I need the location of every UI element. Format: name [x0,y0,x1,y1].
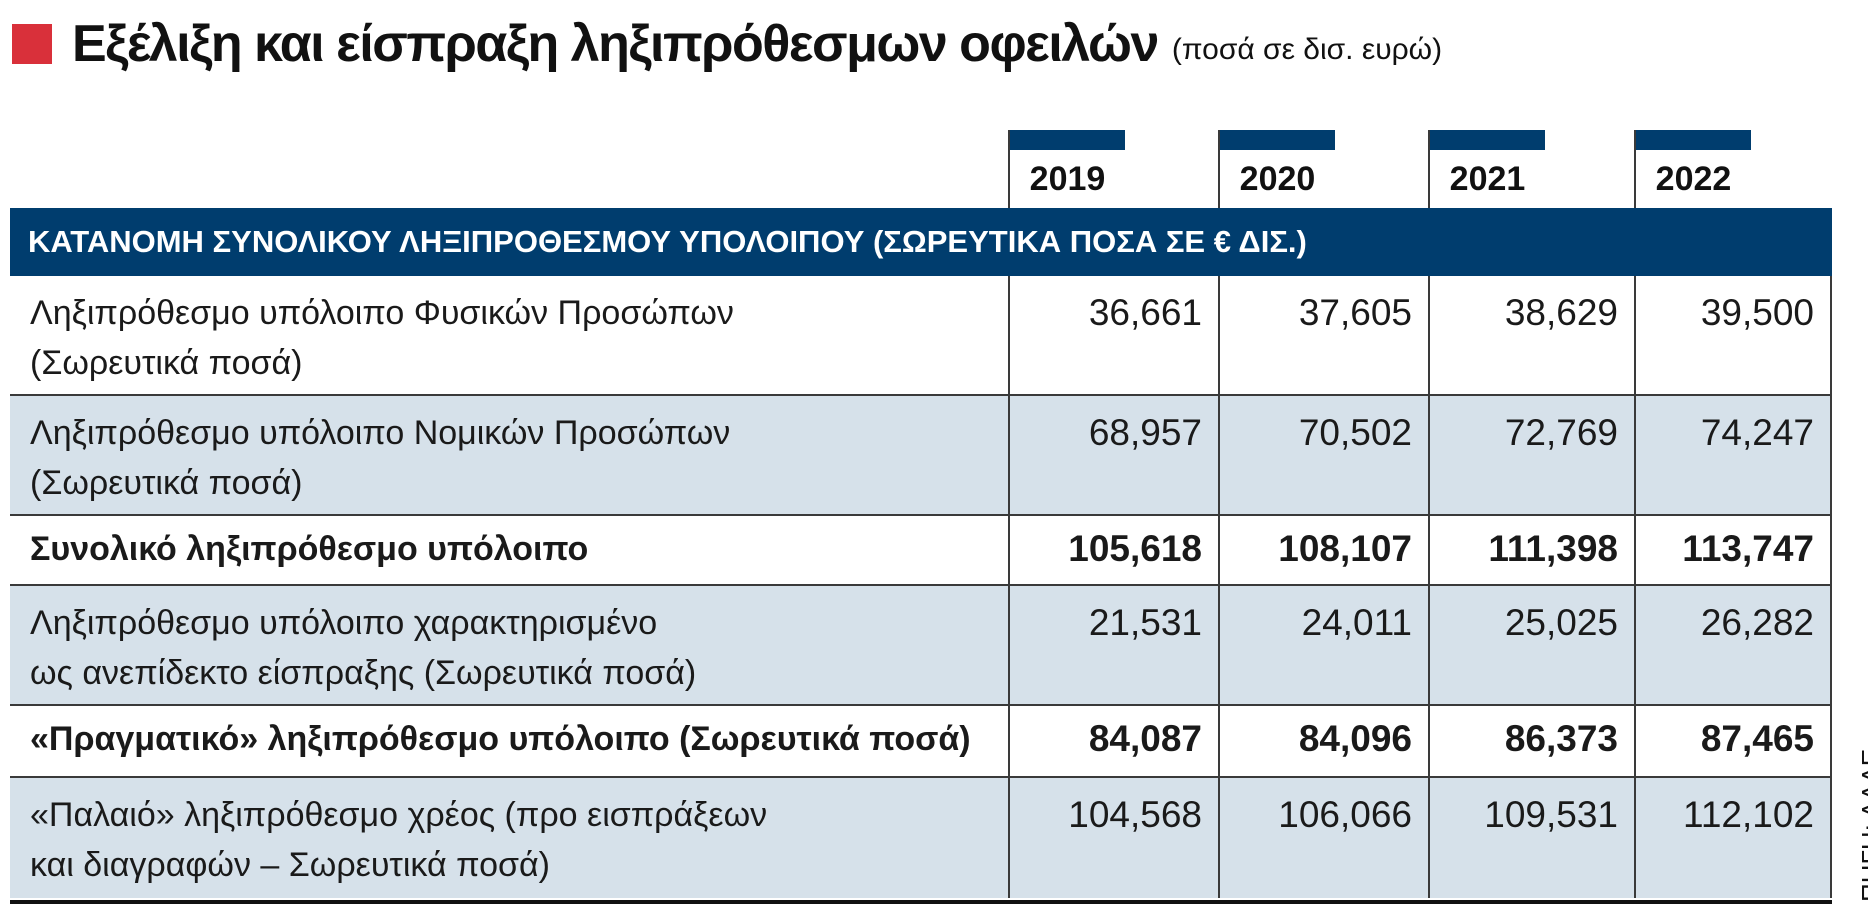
page-subtitle: (ποσά σε δισ. ευρώ) [1171,33,1443,66]
row-label: «Παλαιό» ληξιπρόθεσμο χρέος (προ εισπράξ… [10,778,1008,898]
row-label-line: και διαγραφών – Σωρευτικά ποσά) [30,846,550,884]
table-cell: 25,025 [1428,586,1634,704]
table-cell: 86,373 [1428,706,1634,776]
year-tab [1010,130,1125,150]
year-tab [1636,130,1751,150]
section-header: ΚΑΤΑΝΟΜΗ ΣΥΝΟΛΙΚΟΥ ΛΗΞΙΠΡΟΘΕΣΜΟΥ ΥΠΟΛΟΙΠ… [10,208,1832,276]
table-row-total: Συνολικό ληξιπρόθεσμο υπόλοιπο 105,618 1… [10,516,1832,586]
table-cell: 104,568 [1008,778,1218,898]
row-label-line: ως ανεπίδεκτο είσπραξης (Σωρευτικά ποσά) [30,654,697,692]
table-cell: 21,531 [1008,586,1218,704]
table-cell: 39,500 [1634,276,1832,394]
table-cell: 38,629 [1428,276,1634,394]
year-separator [1428,130,1430,208]
row-label-line: Ληξιπρόθεσμο υπόλοιπο Φυσικών Προσώπων [30,294,734,332]
table-cell: 70,502 [1218,396,1428,514]
table-cell: 111,398 [1428,516,1634,584]
table-cell: 113,747 [1634,516,1832,584]
table-cell: 84,087 [1008,706,1218,776]
year-separator [1634,130,1636,208]
row-label: Ληξιπρόθεσμο υπόλοιπο Νομικών Προσώπων (… [10,396,1008,514]
table-row-uncollectible: Ληξιπρόθεσμο υπόλοιπο χαρακτηρισμένο ως … [10,586,1832,706]
table-cell: 112,102 [1634,778,1832,898]
row-label: Ληξιπρόθεσμο υπόλοιπο Φυσικών Προσώπων (… [10,276,1008,394]
data-table: ΚΑΤΑΝΟΜΗ ΣΥΝΟΛΙΚΟΥ ΛΗΞΙΠΡΟΘΕΣΜΟΥ ΥΠΟΛΟΙΠ… [10,208,1832,898]
year-tab [1220,130,1335,150]
red-square-icon [12,24,52,64]
table-row-old-debt: «Παλαιό» ληξιπρόθεσμο χρέος (προ εισπράξ… [10,778,1832,898]
table-row-real-balance: «Πραγματικό» ληξιπρόθεσμο υπόλοιπο (Σωρε… [10,706,1832,778]
table-cell: 72,769 [1428,396,1634,514]
title-row: Εξέλιξη και είσπραξη ληξιπρόθεσμων οφειλ… [12,14,1442,74]
table-cell: 108,107 [1218,516,1428,584]
row-label-line: (Σωρευτικά ποσά) [30,464,303,502]
row-label: Ληξιπρόθεσμο υπόλοιπο χαρακτηρισμένο ως … [10,586,1008,704]
table-bottom-rule [10,900,1832,904]
row-label-line: Ληξιπρόθεσμο υπόλοιπο Νομικών Προσώπων [30,414,731,452]
table-cell: 68,957 [1008,396,1218,514]
table-row-natural-persons: Ληξιπρόθεσμο υπόλοιπο Φυσικών Προσώπων (… [10,276,1832,396]
table-cell: 106,066 [1218,778,1428,898]
table-cell: 109,531 [1428,778,1634,898]
table-cell: 84,096 [1218,706,1428,776]
year-separator [1008,130,1010,208]
year-label: 2020 [1239,160,1316,198]
table-row-legal-persons: Ληξιπρόθεσμο υπόλοιπο Νομικών Προσώπων (… [10,396,1832,516]
table-cell: 74,247 [1634,396,1832,514]
table-cell: 37,605 [1218,276,1428,394]
row-label: Συνολικό ληξιπρόθεσμο υπόλοιπο [30,530,589,568]
year-tab [1430,130,1545,150]
row-label-line: Ληξιπρόθεσμο υπόλοιπο χαρακτηρισμένο [30,604,658,642]
row-label-line: (Σωρευτικά ποσά) [30,344,303,382]
year-separator [1218,130,1220,208]
table-cell: 87,465 [1634,706,1832,776]
page-title: Εξέλιξη και είσπραξη ληξιπρόθεσμων οφειλ… [72,15,1159,73]
row-label-line: «Παλαιό» ληξιπρόθεσμο χρέος (προ εισπράξ… [30,796,768,834]
table-cell: 36,661 [1008,276,1218,394]
year-label: 2022 [1655,160,1732,198]
table-cell: 24,011 [1218,586,1428,704]
table-cell: 105,618 [1008,516,1218,584]
year-label: 2019 [1029,160,1106,198]
row-label: «Πραγματικό» ληξιπρόθεσμο υπόλοιπο (Σωρε… [30,720,971,758]
table-cell: 26,282 [1634,586,1832,704]
year-label: 2021 [1449,160,1526,198]
source-note: ΠΗΓΗ: ΑΑΔΕ [1856,748,1868,902]
